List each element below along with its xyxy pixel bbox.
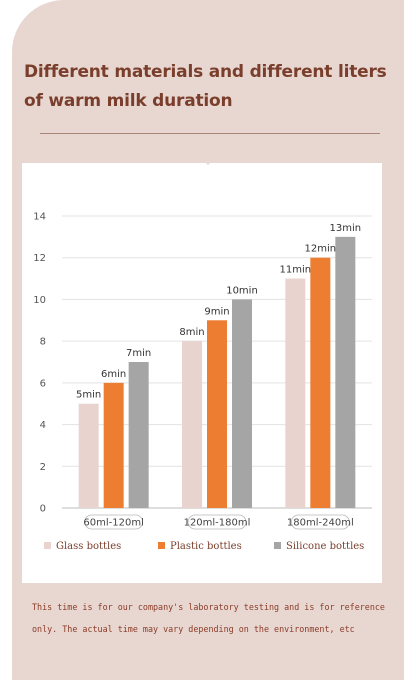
title-line-2: of warm milk duration [24, 91, 233, 111]
page-title: Different materials and different liters… [24, 58, 387, 116]
y-axis: 0 2 4 6 8 10 12 14 [33, 212, 46, 515]
y-tick-label: 10 [33, 295, 46, 306]
x-tick-label: 60ml-120ml [83, 518, 143, 529]
bar-silicone-bottles [232, 299, 252, 508]
bar-plastic-bottles [103, 382, 124, 508]
bar-value-label: 11min [280, 265, 312, 276]
bar-glass-bottles [182, 341, 202, 508]
y-tick-label: 14 [33, 212, 46, 223]
category-pill [290, 514, 350, 530]
bar-silicone-bottles [335, 236, 356, 508]
y-tick-label: 8 [40, 337, 46, 348]
footnote-line-1: This time is for our company's laborator… [32, 602, 385, 612]
bar-plastic-bottles [310, 257, 331, 508]
legend-label: Glass bottles [56, 541, 121, 552]
y-tick-label: 2 [40, 462, 46, 473]
y-tick-label: 12 [33, 253, 46, 264]
bar-glass-bottles [285, 278, 306, 508]
legend-label: Plastic bottles [170, 541, 242, 552]
y-tick-label: 4 [40, 420, 46, 431]
bar-value-label: 9min [204, 306, 229, 317]
legend-swatch [44, 542, 51, 549]
category-pill [187, 514, 247, 530]
title-divider [40, 133, 380, 134]
bar-value-label: 13min [330, 223, 362, 234]
footnote-line-2: only. The actual time may vary depending… [32, 624, 355, 634]
bar-value-label: 5min [76, 390, 101, 401]
bar-value-label: 8min [179, 327, 204, 338]
legend-swatch [274, 542, 281, 549]
bar-value-label: 12min [305, 244, 337, 255]
bar-value-label: 10min [226, 285, 258, 296]
x-tick-label: 180ml-240ml [287, 518, 354, 529]
bar-value-label: 7min [126, 348, 151, 359]
y-tick-label: 0 [40, 504, 46, 515]
bar-value-label: 6min [101, 369, 126, 380]
chart-bars [78, 236, 356, 508]
x-axis: 60ml-120ml 120ml-180ml 180ml-240ml [83, 514, 354, 530]
bar-silicone-bottles [128, 362, 149, 508]
y-tick-label: 6 [40, 378, 46, 389]
footnote: This time is for our company's laborator… [32, 596, 392, 640]
bar-plastic-bottles [207, 320, 227, 508]
bar-glass-bottles [78, 403, 99, 508]
panel-notch [200, 157, 216, 165]
category-pill [84, 514, 144, 530]
legend-label: Silicone bottles [286, 541, 364, 552]
x-tick-label: 120ml-180ml [184, 518, 251, 529]
chart-legend: Glass bottles Plastic bottles Silicone bot… [44, 541, 364, 552]
title-line-1: Different materials and different liters [24, 62, 387, 82]
legend-swatch [158, 542, 165, 549]
